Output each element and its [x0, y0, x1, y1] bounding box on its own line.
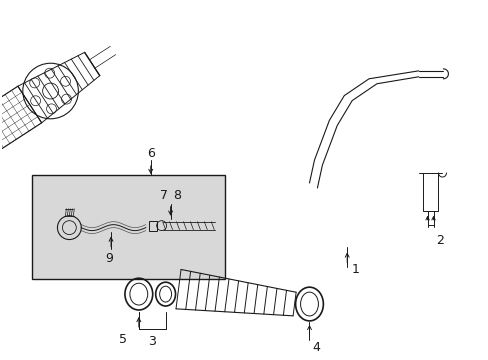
- Text: 3: 3: [147, 335, 155, 348]
- Bar: [148, 221, 156, 231]
- Text: 7: 7: [159, 189, 167, 202]
- Bar: [32, 175, 224, 279]
- Text: 5: 5: [119, 333, 127, 346]
- Text: 9: 9: [105, 252, 113, 265]
- Text: 1: 1: [350, 263, 358, 276]
- Text: 8: 8: [173, 189, 181, 202]
- Text: 6: 6: [146, 147, 154, 160]
- Text: 4: 4: [312, 341, 320, 354]
- Bar: [422, 173, 438, 211]
- Text: 2: 2: [436, 234, 444, 247]
